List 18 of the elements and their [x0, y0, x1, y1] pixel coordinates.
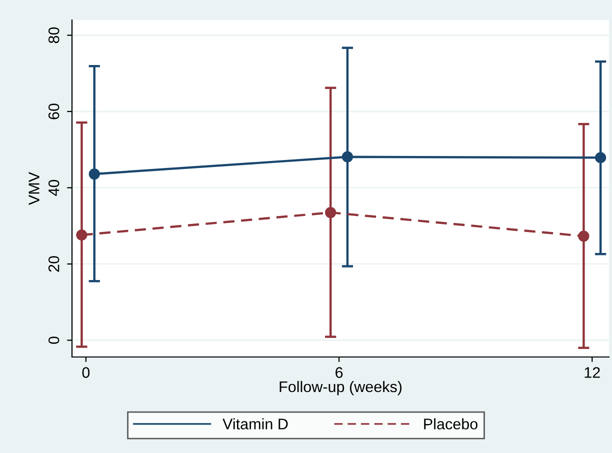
point — [342, 151, 354, 162]
legend-label: Vitamin D — [222, 418, 288, 430]
y-tick-label: 80 — [48, 27, 60, 44]
point — [88, 168, 100, 180]
point — [325, 206, 336, 218]
y-tick-label: 0 — [48, 336, 60, 344]
y-tick-label: 60 — [48, 104, 60, 120]
point — [595, 152, 606, 164]
point — [76, 229, 88, 241]
x-tick-label: 12 — [584, 367, 600, 378]
x-tick-label: 6 — [336, 367, 343, 378]
y-axis-title: VMV — [28, 172, 40, 205]
x-axis-title: Follow-up (weeks) — [280, 380, 402, 396]
point — [578, 230, 590, 242]
x-tick-label: 0 — [82, 367, 90, 378]
y-tick-label: 40 — [48, 180, 60, 196]
y-tick-label: 20 — [48, 256, 60, 272]
legend-label: Placebo — [424, 418, 478, 430]
